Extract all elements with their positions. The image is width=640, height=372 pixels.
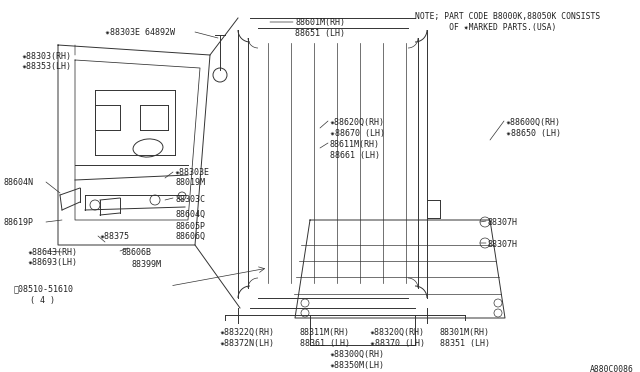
Text: ✷88693(LH): ✷88693(LH) [28, 258, 78, 267]
Text: ( 4 ): ( 4 ) [30, 296, 55, 305]
Text: ✷88670 (LH): ✷88670 (LH) [330, 129, 385, 138]
Text: ✷88353(LH): ✷88353(LH) [22, 62, 72, 71]
Text: ✷88643(RH): ✷88643(RH) [28, 248, 78, 257]
Text: 88019M: 88019M [175, 178, 205, 187]
Text: 88303C: 88303C [175, 195, 205, 204]
Text: 88606B: 88606B [122, 248, 152, 257]
Text: ✷88320Q(RH): ✷88320Q(RH) [370, 328, 425, 337]
Text: 88604N: 88604N [4, 178, 34, 187]
Text: ✷88372N(LH): ✷88372N(LH) [220, 339, 275, 348]
Text: 88619P: 88619P [4, 218, 34, 227]
Text: ✷88620Q(RH): ✷88620Q(RH) [330, 118, 385, 127]
Text: 88351 (LH): 88351 (LH) [440, 339, 490, 348]
Text: ✷88650 (LH): ✷88650 (LH) [506, 129, 561, 138]
Text: 88301M(RH): 88301M(RH) [440, 328, 490, 337]
Text: ✷88300Q(RH): ✷88300Q(RH) [330, 350, 385, 359]
Text: ✷88600Q(RH): ✷88600Q(RH) [506, 118, 561, 127]
Text: ␈08510-51610: ␈08510-51610 [14, 284, 74, 293]
Text: 88611M(RH): 88611M(RH) [330, 140, 380, 149]
Text: 88605P: 88605P [175, 222, 205, 231]
Text: 88604Q: 88604Q [175, 210, 205, 219]
Text: A880C0086: A880C0086 [590, 365, 634, 372]
Text: 88361 (LH): 88361 (LH) [300, 339, 350, 348]
Text: 88399M: 88399M [132, 260, 162, 269]
Text: 88606Q: 88606Q [175, 232, 205, 241]
Text: ✷88303E: ✷88303E [175, 168, 210, 177]
Text: ✷88375: ✷88375 [100, 232, 130, 241]
Text: ✷88322Q(RH): ✷88322Q(RH) [220, 328, 275, 337]
Text: 88651 (LH): 88651 (LH) [295, 29, 345, 38]
Text: ✷88370 (LH): ✷88370 (LH) [370, 339, 425, 348]
Text: OF ✷MARKED PARTS.(USA): OF ✷MARKED PARTS.(USA) [415, 23, 556, 32]
Text: 88307H: 88307H [488, 218, 518, 227]
Text: 88311M(RH): 88311M(RH) [300, 328, 350, 337]
Text: 88307H: 88307H [488, 240, 518, 249]
Text: ✷88350M(LH): ✷88350M(LH) [330, 361, 385, 370]
Text: 88601M(RH): 88601M(RH) [295, 18, 345, 27]
Text: ✷88303(RH): ✷88303(RH) [22, 52, 72, 61]
Text: 88661 (LH): 88661 (LH) [330, 151, 380, 160]
Text: ✷88303E 64892W: ✷88303E 64892W [105, 28, 175, 37]
Text: NOTE; PART CODE B8000K,88050K CONSISTS: NOTE; PART CODE B8000K,88050K CONSISTS [415, 12, 600, 21]
